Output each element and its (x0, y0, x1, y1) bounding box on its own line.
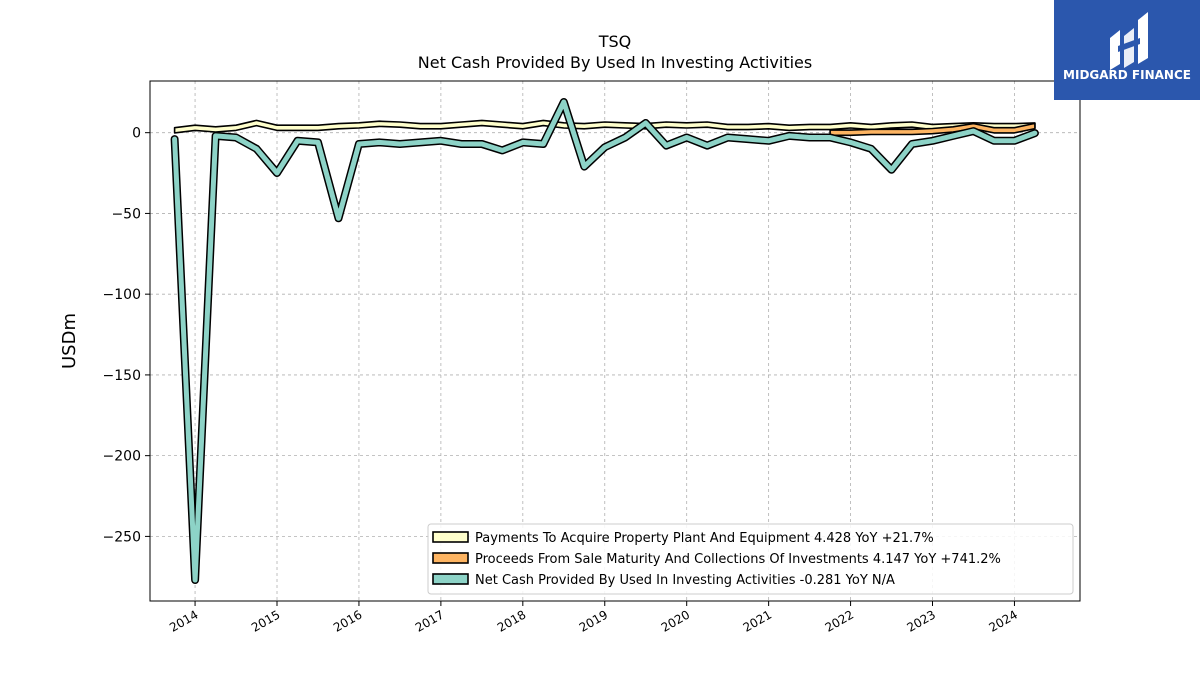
legend-swatch (432, 573, 469, 585)
midgard-finance-logo: MIDGARD FINANCE (1054, 0, 1200, 100)
x-tick-label: 2021 (741, 607, 774, 634)
x-tick-label: 2019 (577, 607, 610, 634)
legend-label: Payments To Acquire Property Plant And E… (475, 531, 934, 546)
x-tick-label: 2023 (905, 607, 938, 634)
x-axis: 2014 2015 2016 2017 2018 2019 2020 2021 2022 2023… (167, 601, 1020, 635)
y-tick-label: −200 (103, 449, 141, 465)
chart-subtitle: Net Cash Provided By Used In Investing A… (418, 53, 812, 72)
plot-area (149, 80, 1081, 602)
legend: Payments To Acquire Property Plant And E… (427, 523, 1074, 595)
legend-label: Net Cash Provided By Used In Investing A… (475, 573, 895, 588)
series-band-1 (829, 122, 1036, 137)
x-tick-label: 2020 (659, 607, 692, 634)
y-tick-label: −150 (103, 368, 141, 384)
x-tick-label: 2016 (331, 607, 364, 634)
y-axis-label: USDm (59, 313, 80, 369)
logo-mark-icon (1110, 12, 1148, 70)
legend-swatch (432, 531, 469, 543)
y-tick-label: −250 (103, 529, 141, 545)
x-tick-label: 2022 (823, 607, 856, 634)
legend-swatch (432, 552, 469, 564)
y-tick-label: 0 (132, 126, 141, 142)
x-tick-label: 2018 (495, 607, 528, 634)
series-layer (170, 98, 1039, 584)
y-tick-label: −50 (111, 206, 141, 222)
x-tick-label: 2024 (986, 607, 1019, 634)
brand-name: MIDGARD FINANCE (1063, 68, 1191, 82)
legend-box (427, 523, 1074, 595)
x-tick-label: 2014 (167, 607, 200, 634)
series-line-2 (172, 99, 1038, 583)
x-tick-label: 2015 (249, 607, 282, 634)
x-tick-label: 2017 (413, 607, 446, 634)
legend-label: Proceeds From Sale Maturity And Collecti… (475, 552, 1001, 567)
y-axis: 0 −50 −100 −150 −200 −250 (103, 126, 150, 545)
y-tick-label: −100 (103, 287, 141, 303)
chart-title: TSQ (598, 32, 632, 51)
